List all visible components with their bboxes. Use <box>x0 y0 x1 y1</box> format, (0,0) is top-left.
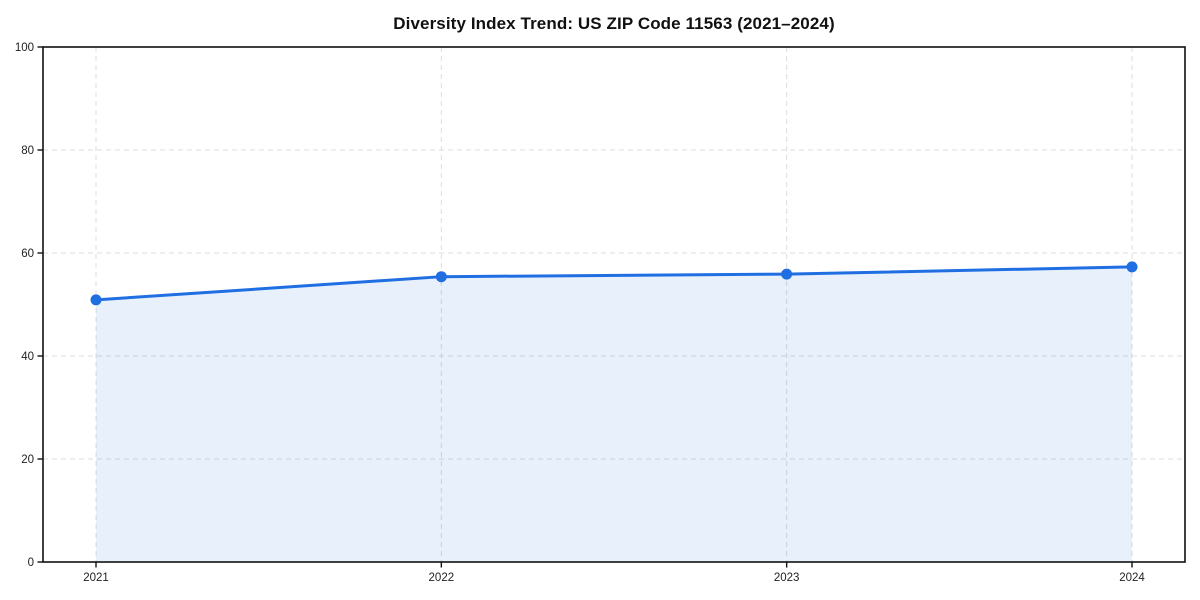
y-tick-label: 80 <box>21 145 34 157</box>
area-fill <box>96 266 1132 562</box>
x-tick-label: 2022 <box>429 572 455 584</box>
data-point-marker <box>1126 261 1138 273</box>
x-tick-label: 2023 <box>774 572 800 584</box>
data-point-marker <box>435 271 447 283</box>
data-point-marker <box>781 268 793 280</box>
x-tick-label: 2021 <box>83 572 109 584</box>
x-tick-label: 2024 <box>1119 572 1145 584</box>
chart-title: Diversity Index Trend: US ZIP Code 11563… <box>393 14 835 33</box>
y-tick-label: 100 <box>15 42 34 54</box>
y-tick-label: 40 <box>21 351 34 363</box>
data-point-marker <box>90 294 102 306</box>
trend-line <box>94 265 1134 302</box>
plot-border <box>42 46 1186 563</box>
y-tick-label: 20 <box>21 454 34 466</box>
y-tick-label: 60 <box>21 248 34 260</box>
y-tick-label: 0 <box>28 557 34 569</box>
